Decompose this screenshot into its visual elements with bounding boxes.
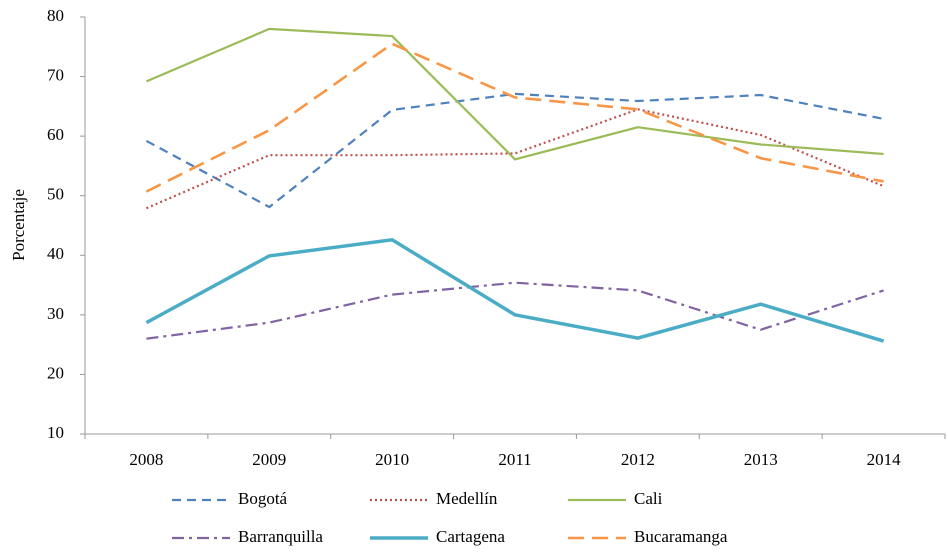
- y-tick-label: 60: [47, 125, 64, 144]
- x-tick-label: 2010: [375, 450, 409, 469]
- y-axis-label: Porcentaje: [9, 189, 28, 261]
- series-line: [145, 27, 884, 161]
- x-tick-label: 2011: [498, 450, 531, 469]
- y-tick-label: 80: [47, 6, 64, 25]
- x-tick-label: 2013: [744, 450, 778, 469]
- y-tick-label: 50: [47, 185, 64, 204]
- series-line: [145, 92, 884, 209]
- x-tick-label: 2008: [129, 450, 163, 469]
- y-tick-label: 40: [47, 244, 64, 263]
- x-tick-label: 2012: [621, 450, 655, 469]
- series-line: [145, 42, 884, 193]
- x-tick-label: 2014: [867, 450, 902, 469]
- series-line: [145, 237, 885, 343]
- legend-label: Bucaramanga: [634, 527, 728, 546]
- x-tick-label: 2009: [252, 450, 286, 469]
- series-line: [145, 108, 884, 210]
- y-tick-label: 30: [47, 304, 64, 323]
- legend-label: Bogotá: [238, 489, 288, 508]
- y-tick-label: 70: [47, 65, 64, 84]
- legend-label: Cali: [634, 489, 663, 508]
- legend-label: Cartagena: [436, 527, 505, 546]
- legend-label: Barranquilla: [238, 527, 323, 546]
- y-tick-label: 10: [47, 423, 64, 442]
- series-line: [146, 281, 884, 340]
- legend-label: Medellín: [436, 489, 498, 508]
- y-tick-label: 20: [47, 363, 64, 382]
